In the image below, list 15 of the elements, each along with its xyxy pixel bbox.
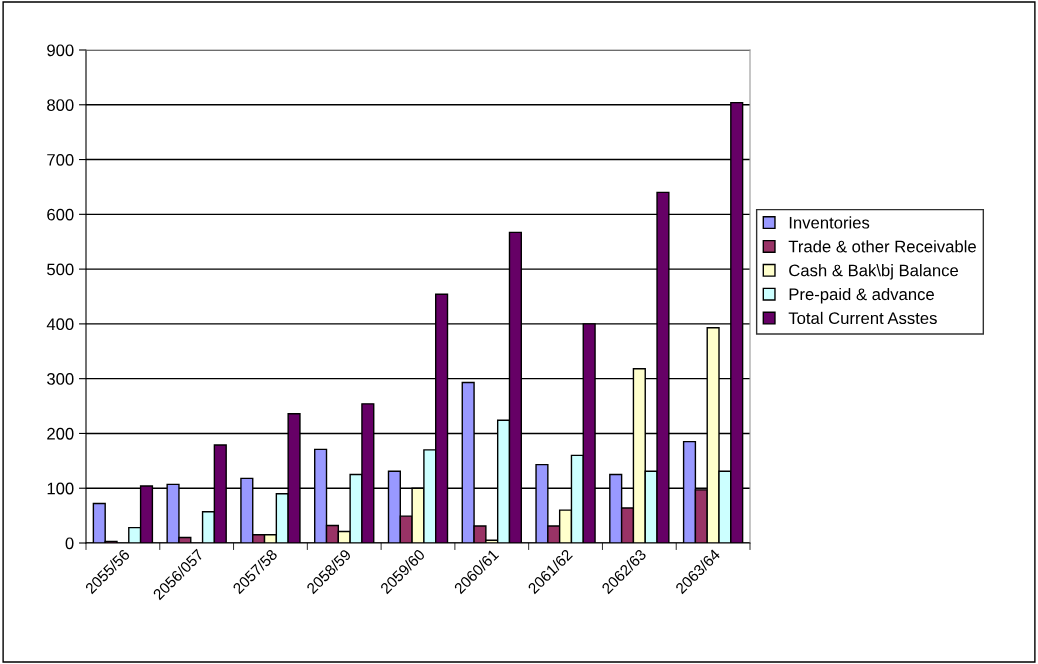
y-tick-label: 0: [65, 537, 74, 550]
legend-label: Pre-paid & advance: [789, 287, 934, 304]
legend-label: Total Current Asstes: [788, 311, 937, 325]
y-tick-label: 500: [47, 263, 74, 276]
y-tick-label: 100: [47, 482, 74, 495]
y-tick-label: 400: [46, 318, 74, 331]
legend-label: Trade & other Receivable: [788, 240, 976, 253]
y-tick-label: 900: [47, 44, 74, 57]
legend-label: Cash & Bak\bj Balance: [789, 264, 959, 280]
y-tick-label: 200: [47, 427, 74, 440]
legend-label: Inventories: [789, 216, 870, 229]
y-tick-label: 700: [47, 153, 74, 166]
y-tick-label: 800: [47, 99, 74, 111]
y-tick-label: 600: [47, 208, 74, 221]
y-tick-label: 300: [47, 373, 74, 385]
